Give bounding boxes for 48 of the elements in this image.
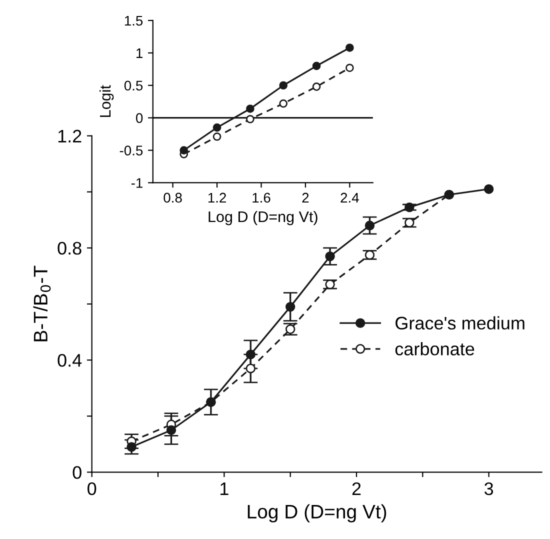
y-tick-label: -1: [131, 178, 142, 188]
y-tick-label: 1: [136, 48, 142, 58]
point: [484, 184, 494, 194]
x-tick-label: 1: [220, 482, 228, 495]
y-tick-label: -0.5: [120, 146, 143, 156]
point: [346, 44, 354, 52]
y-tick-label: 1.2: [58, 130, 82, 142]
point: [212, 132, 222, 141]
point: [404, 218, 414, 228]
point: [166, 425, 176, 435]
x-tick-label: 0: [88, 482, 96, 496]
point: [364, 220, 375, 230]
point: [246, 104, 254, 113]
x-tick-label: 2.4: [340, 192, 359, 203]
x-axis-title: Log D (D=ng Vt): [248, 504, 386, 522]
point: [312, 82, 321, 91]
point: [180, 146, 188, 154]
point: [325, 251, 335, 262]
x-axis-title: Log D (D=ng Vt): [208, 210, 318, 226]
y-tick-label: 0.8: [58, 242, 82, 255]
y-tick-label: 0: [72, 466, 82, 479]
x-tick-label: 2: [302, 192, 309, 203]
point: [346, 64, 354, 72]
y-axis-title: B-T/B$_{0}$-T: [33, 266, 51, 342]
y-tick-label: 0.5: [124, 80, 143, 91]
point: [246, 350, 256, 360]
y-tick-label: 0.4: [58, 354, 82, 367]
point: [279, 99, 288, 108]
x-tick-label: 2: [352, 482, 361, 495]
x-tick-label: 0.8: [164, 192, 182, 203]
point: [285, 302, 296, 312]
point: [212, 123, 222, 132]
point: [126, 442, 136, 452]
y-tick-label: 0: [136, 113, 143, 123]
point: [312, 62, 321, 70]
x-tick-label: 1.6: [252, 192, 270, 203]
point: [404, 202, 414, 212]
y-tick-label: 1.5: [124, 16, 143, 26]
x-tick-label: 1.2: [208, 192, 226, 203]
point: [246, 364, 256, 374]
point: [246, 114, 254, 124]
point: [364, 250, 375, 260]
legend-label: Grace's medium: [396, 316, 524, 330]
legend-label: carbonate: [395, 342, 474, 356]
point: [325, 280, 335, 290]
y-axis-title: Logit: [99, 85, 114, 117]
point: [279, 81, 288, 90]
x-tick-label: 3: [484, 482, 494, 496]
